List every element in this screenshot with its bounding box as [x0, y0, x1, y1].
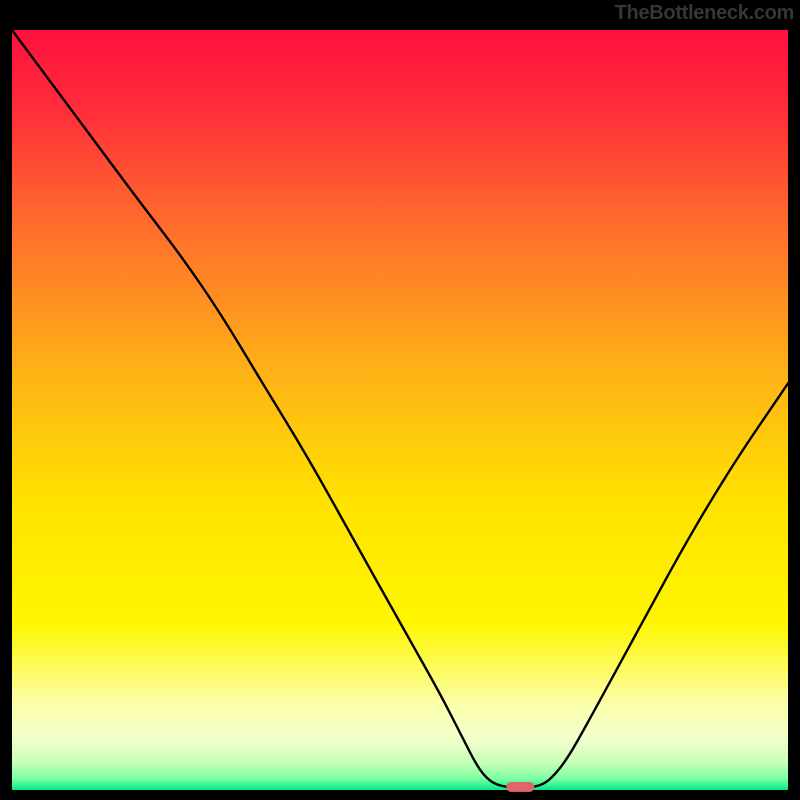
chart-plot-bg [12, 30, 788, 790]
bottleneck-chart [0, 0, 800, 800]
target-marker [506, 782, 534, 792]
